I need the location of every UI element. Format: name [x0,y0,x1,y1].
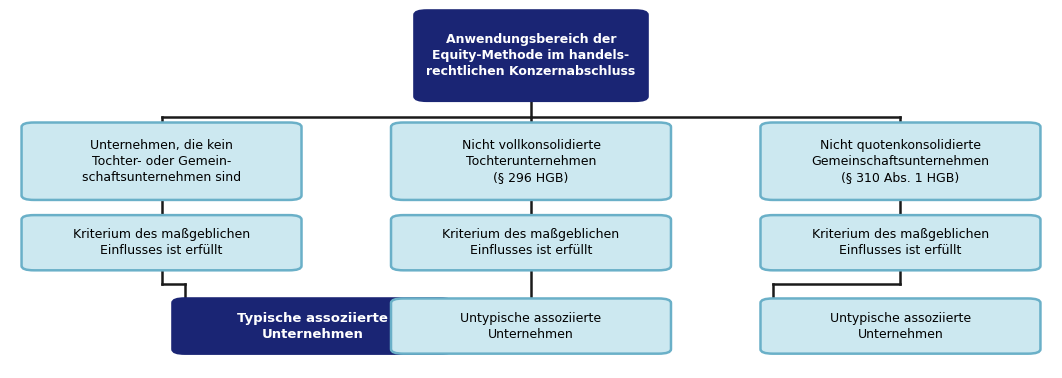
Text: Untypische assoziierte
Unternehmen: Untypische assoziierte Unternehmen [461,311,601,341]
FancyBboxPatch shape [760,122,1041,200]
Text: Unternehmen, die kein
Tochter- oder Gemein-
schaftsunternehmen sind: Unternehmen, die kein Tochter- oder Geme… [82,139,241,184]
Text: Typische assoziierte
Unternehmen: Typische assoziierte Unternehmen [237,311,388,341]
FancyBboxPatch shape [391,215,671,270]
FancyBboxPatch shape [21,215,302,270]
FancyBboxPatch shape [21,122,302,200]
FancyBboxPatch shape [391,122,671,200]
Text: Kriterium des maßgeblichen
Einflusses ist erfüllt: Kriterium des maßgeblichen Einflusses is… [443,228,619,257]
Text: Nicht vollkonsolidierte
Tochterunternehmen
(§ 296 HGB): Nicht vollkonsolidierte Tochterunternehm… [462,139,600,184]
FancyBboxPatch shape [760,299,1041,354]
Text: Anwendungsbereich der
Equity-Methode im handels-
rechtlichen Konzernabschluss: Anwendungsbereich der Equity-Methode im … [426,33,636,78]
Text: Untypische assoziierte
Unternehmen: Untypische assoziierte Unternehmen [829,311,971,341]
Text: Kriterium des maßgeblichen
Einflusses ist erfüllt: Kriterium des maßgeblichen Einflusses is… [812,228,989,257]
Text: Nicht quotenkonsolidierte
Gemeinschaftsunternehmen
(§ 310 Abs. 1 HGB): Nicht quotenkonsolidierte Gemeinschaftsu… [811,139,990,184]
FancyBboxPatch shape [391,299,671,354]
FancyBboxPatch shape [760,215,1041,270]
Text: Kriterium des maßgeblichen
Einflusses ist erfüllt: Kriterium des maßgeblichen Einflusses is… [73,228,250,257]
FancyBboxPatch shape [414,11,648,101]
FancyBboxPatch shape [172,299,452,354]
